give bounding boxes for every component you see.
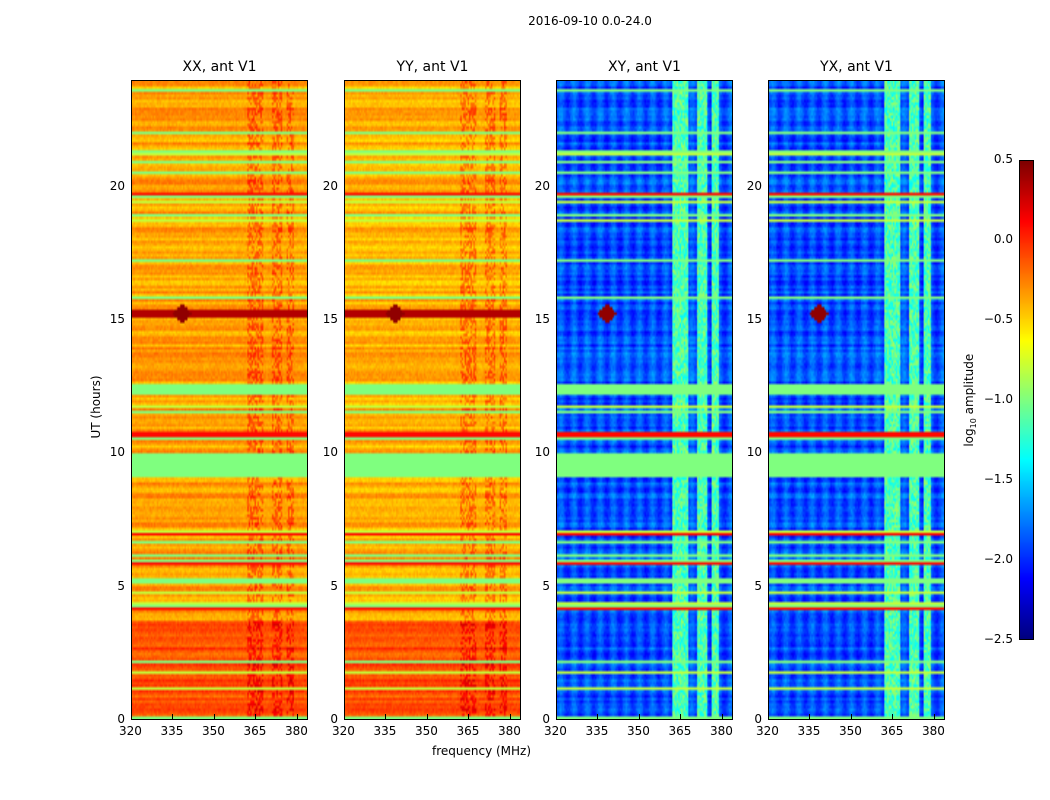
colorbar-tick-label: −1.0: [983, 392, 1013, 406]
x-tick-label: 380: [921, 724, 945, 738]
panel-title-0: XX, ant V1: [182, 59, 257, 75]
y-tick-label: 10: [109, 445, 125, 460]
colorbar-tick-label: −2.0: [983, 552, 1013, 566]
x-tick-mark: [768, 714, 769, 719]
colorbar-tick-label: 0.0: [993, 232, 1013, 246]
x-tick-label: 365: [880, 724, 904, 738]
colorbar-tick-label: 0.5: [993, 152, 1013, 166]
x-tick-label: 350: [201, 724, 225, 738]
x-tick-mark: [344, 714, 345, 719]
x-tick-label: 335: [373, 724, 397, 738]
x-tick-label: 365: [456, 724, 480, 738]
y-tick-label: 15: [322, 312, 338, 326]
y-tick-label: 0: [542, 712, 550, 726]
x-tick-mark: [426, 714, 428, 719]
x-tick-mark: [850, 714, 852, 719]
x-tick-label: 320: [756, 724, 779, 738]
colorbar-tick-label: −0.5: [983, 312, 1013, 326]
x-tick-mark: [385, 714, 387, 719]
y-tick-label: 5: [542, 578, 550, 593]
x-tick-mark: [131, 714, 132, 719]
x-tick-label: 380: [284, 724, 308, 738]
y-tick-label: 5: [330, 578, 338, 593]
x-tick-label: 350: [626, 724, 650, 738]
x-tick-mark: [296, 714, 298, 719]
x-tick-label: 335: [797, 724, 821, 738]
x-tick-label: 350: [414, 724, 438, 738]
panel-title-3: YX, ant V1: [820, 59, 893, 75]
heatmap-yy: [344, 80, 521, 720]
x-tick-mark: [638, 714, 640, 719]
x-tick-mark: [809, 714, 811, 719]
x-tick-mark: [892, 714, 894, 719]
x-tick-mark: [509, 714, 511, 719]
y-tick-label: 5: [754, 578, 762, 593]
panel-title-1: YY, ant V1: [396, 59, 469, 75]
x-tick-label: 365: [243, 724, 267, 738]
x-tick-label: 380: [709, 724, 733, 738]
x-tick-mark: [213, 714, 215, 719]
y-tick-label: 15: [109, 312, 125, 326]
x-tick-label: 380: [497, 724, 521, 738]
y-tick-label: 20: [534, 178, 550, 193]
x-tick-mark: [556, 714, 557, 719]
x-tick-mark: [597, 714, 599, 719]
y-tick-label: 10: [322, 445, 338, 460]
x-tick-label: 335: [160, 724, 184, 738]
colorbar: [1019, 160, 1034, 640]
y-tick-label: 0: [754, 712, 762, 726]
x-tick-mark: [933, 714, 935, 719]
y-tick-label: 10: [534, 445, 550, 460]
x-tick-label: 320: [119, 724, 142, 738]
x-tick-label: 350: [838, 724, 862, 738]
colorbar-tick-label: −2.5: [983, 632, 1013, 646]
x-tick-label: 320: [544, 724, 567, 738]
heatmap-xx: [131, 80, 308, 720]
x-tick-mark: [721, 714, 723, 719]
x-tick-mark: [255, 714, 257, 719]
x-tick-mark: [680, 714, 682, 719]
x-tick-mark: [172, 714, 174, 719]
y-axis-label: UT (hours): [89, 375, 103, 439]
y-tick-label: 20: [746, 178, 762, 193]
y-tick-label: 0: [117, 712, 125, 726]
colorbar-tick-label: −1.5: [983, 472, 1013, 486]
heatmap-xy: [556, 80, 733, 720]
panel-title-2: XY, ant V1: [608, 59, 681, 75]
y-tick-label: 5: [117, 578, 125, 593]
heatmap-yx: [768, 80, 945, 720]
x-axis-label: frequency (MHz): [432, 744, 532, 758]
figure-title: 2016-09-10 0.0-24.0: [528, 14, 652, 28]
x-tick-label: 335: [585, 724, 609, 738]
y-tick-label: 15: [534, 312, 550, 326]
x-tick-mark: [468, 714, 470, 719]
y-tick-label: 20: [109, 178, 125, 193]
x-tick-label: 365: [668, 724, 692, 738]
y-tick-label: 10: [746, 445, 762, 460]
y-tick-label: 15: [746, 312, 762, 326]
y-tick-label: 0: [330, 712, 338, 726]
x-tick-label: 320: [332, 724, 355, 738]
y-tick-label: 20: [322, 178, 338, 193]
